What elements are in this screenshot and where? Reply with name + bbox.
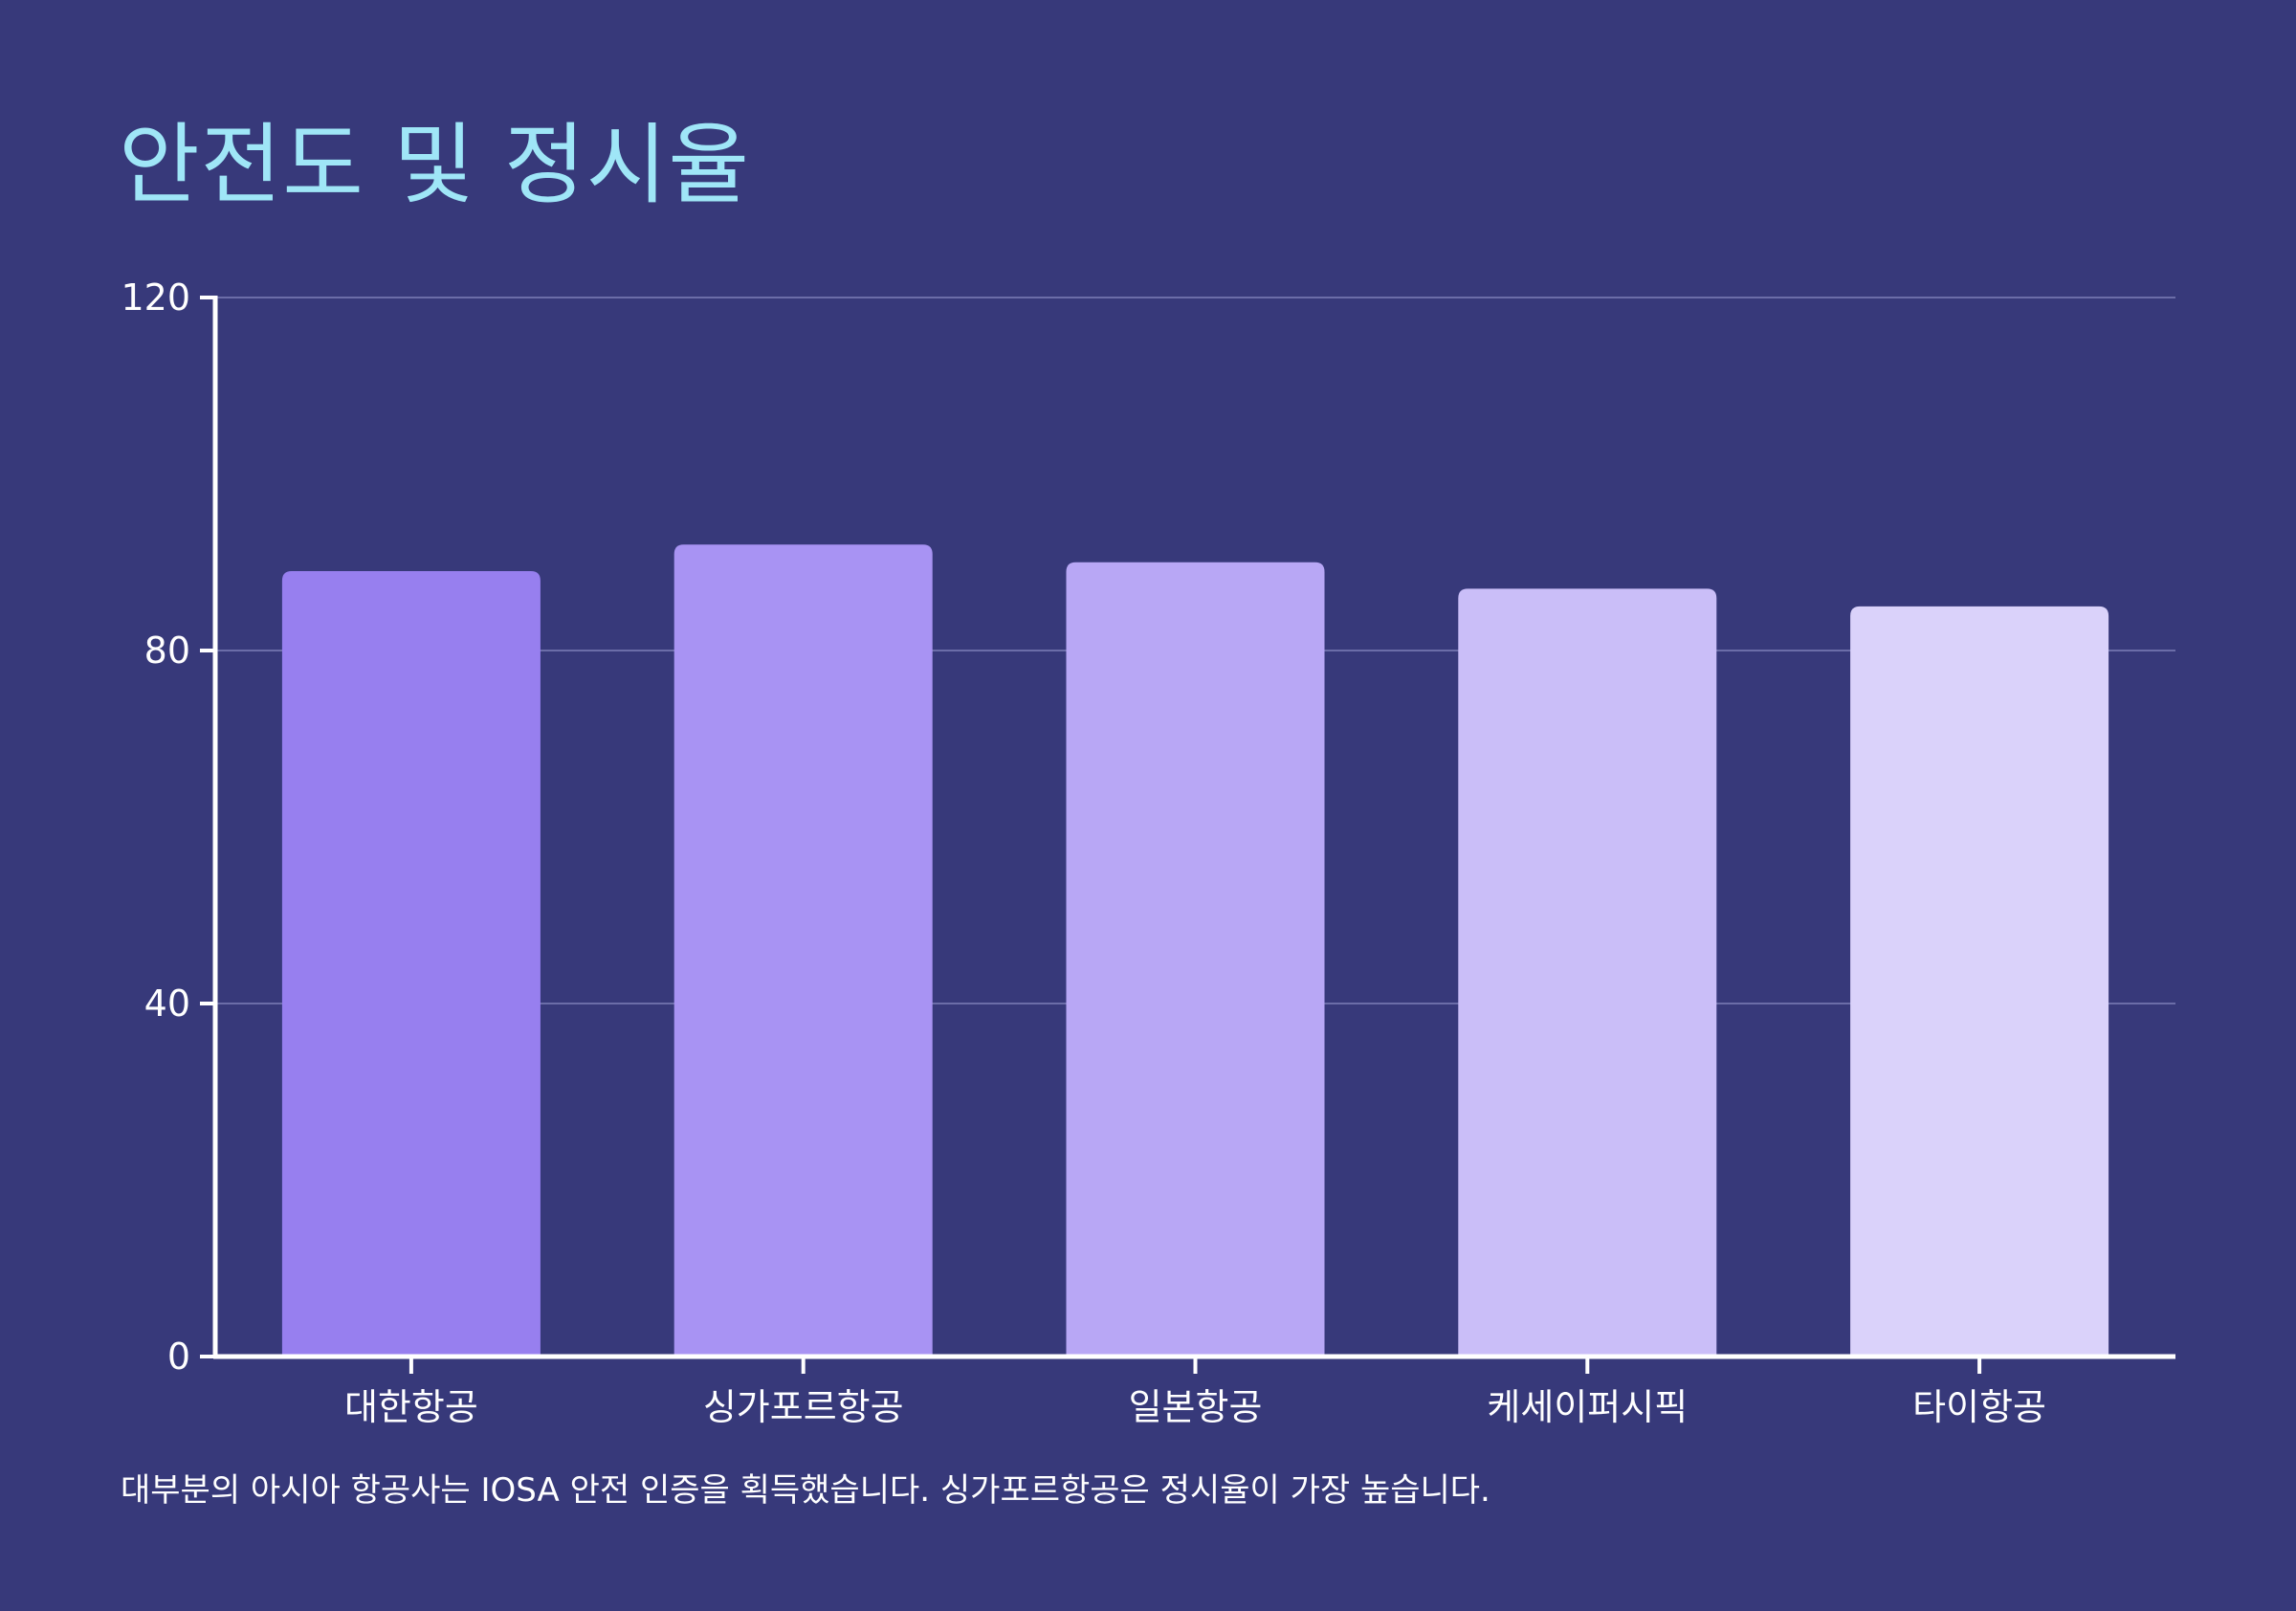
chart-title: 안전도 및 정시율 [119,114,750,216]
y-tick-label: 120 [121,276,190,319]
y-tick-label: 0 [167,1335,190,1378]
bar-1 [281,570,541,1357]
x-tick-label: 대한항공 [344,1386,478,1428]
x-tick-label: 케세이퍼시픽 [1487,1386,1688,1428]
x-ticks: 대한항공 싱가포르항공 일본항공 케세이퍼시픽 타이항공 [344,1357,2046,1428]
bar-3 [1066,562,1325,1357]
bar-4 [1458,588,1717,1357]
x-tick-label: 타이항공 [1912,1386,2046,1428]
bar-5 [1850,606,2109,1357]
x-tick-label: 싱가포르항공 [703,1386,904,1428]
footnote: 대부분의 아시아 항공사는 IOSA 안전 인증을 획득했습니다. 싱가포르항공… [121,1471,1490,1510]
bar-2 [673,544,933,1357]
bars [281,544,2109,1357]
y-tick-label: 80 [144,629,190,672]
y-ticks: 0 40 80 120 [121,276,215,1378]
x-tick-label: 일본항공 [1129,1386,1263,1428]
y-tick-label: 40 [144,982,190,1025]
